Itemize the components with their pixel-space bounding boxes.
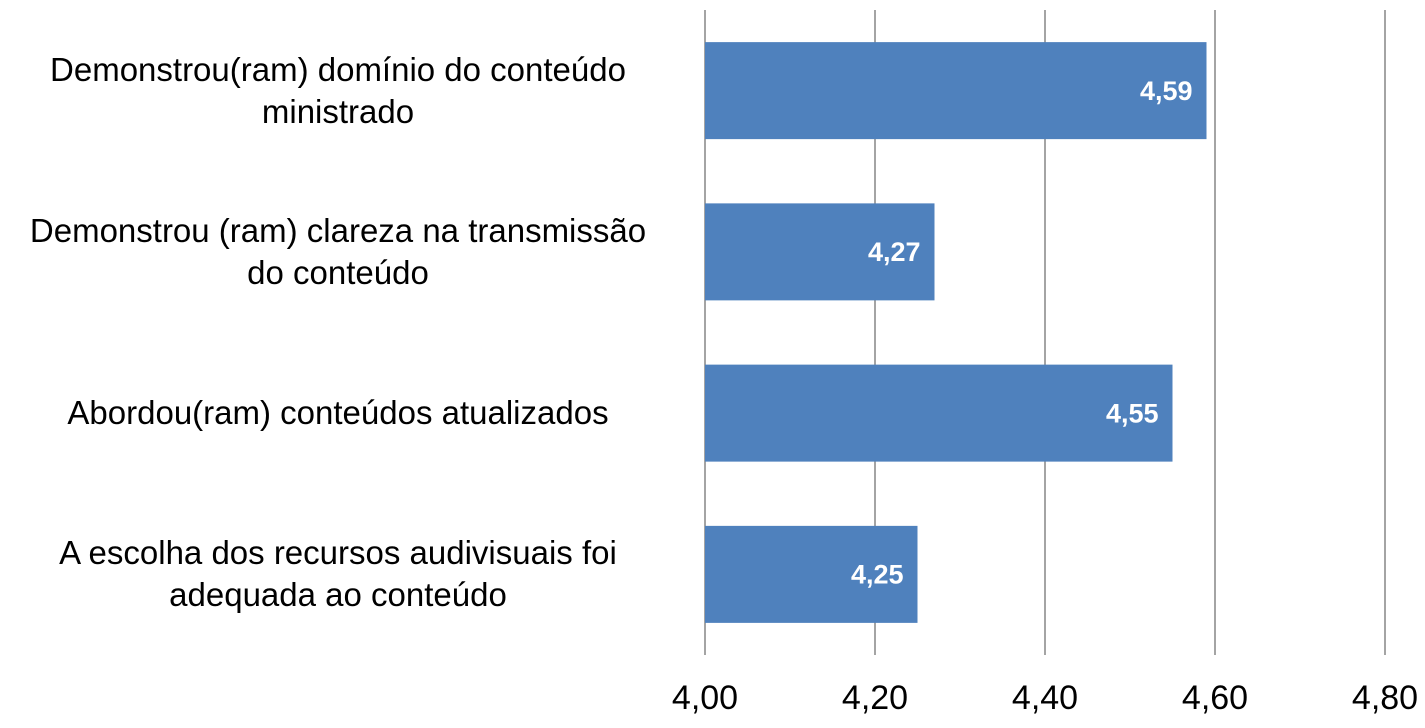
- category-label: A escolha dos recursos audivisuais foi a…: [59, 534, 617, 614]
- bar: [705, 42, 1207, 140]
- x-tick-label: 4,40: [1012, 679, 1078, 717]
- value-label: 4,25: [851, 560, 904, 590]
- value-label: 4,55: [1106, 398, 1159, 428]
- category-label: Demonstrou(ram) domínio do conteúdo mini…: [50, 50, 626, 130]
- x-tick-label: 4,60: [1182, 679, 1248, 717]
- x-tick-label: 4,80: [1352, 679, 1418, 717]
- bar: [705, 203, 935, 301]
- x-tick-label: 4,00: [672, 679, 738, 717]
- category-label: Abordou(ram) conteúdos atualizados: [67, 394, 609, 431]
- x-tick-label: 4,20: [842, 679, 908, 717]
- value-label: 4,27: [868, 237, 921, 267]
- value-label: 4,59: [1140, 76, 1193, 106]
- bar: [705, 525, 918, 623]
- bar: [705, 364, 1173, 462]
- category-label: Demonstrou (ram) clareza na transmissão …: [29, 211, 647, 291]
